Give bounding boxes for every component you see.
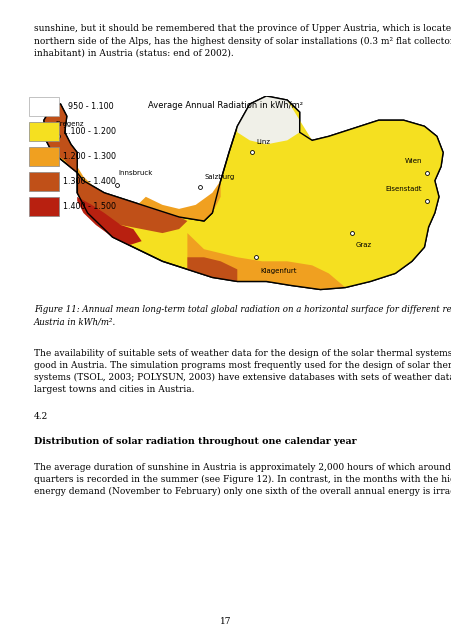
- FancyBboxPatch shape: [29, 172, 59, 191]
- Text: Klagenfurt: Klagenfurt: [260, 268, 296, 275]
- Text: The average duration of sunshine in Austria is approximately 2,000 hours of whic: The average duration of sunshine in Aust…: [34, 463, 451, 497]
- Text: Distribution of solar radiation throughout one calendar year: Distribution of solar radiation througho…: [34, 437, 356, 446]
- Text: sunshine, but it should be remembered that the province of Upper Austria, which : sunshine, but it should be remembered th…: [34, 24, 451, 58]
- Text: Bregenz: Bregenz: [55, 121, 84, 127]
- FancyBboxPatch shape: [29, 147, 59, 166]
- Text: Figure 11: Annual mean long-term total global radiation on a horizontal surface : Figure 11: Annual mean long-term total g…: [34, 305, 451, 326]
- Text: The availability of suitable sets of weather data for the design of the solar th: The availability of suitable sets of wea…: [34, 349, 451, 394]
- Polygon shape: [44, 96, 442, 289]
- Polygon shape: [187, 257, 237, 282]
- Text: 1.300 - 1.400: 1.300 - 1.400: [63, 177, 116, 186]
- Text: 1.400 - 1.500: 1.400 - 1.500: [63, 202, 116, 211]
- Polygon shape: [286, 100, 442, 289]
- FancyBboxPatch shape: [29, 197, 59, 216]
- Text: 950 - 1.100: 950 - 1.100: [63, 102, 114, 111]
- Text: 4.2: 4.2: [34, 412, 48, 420]
- Text: Linz: Linz: [255, 140, 269, 145]
- Polygon shape: [77, 166, 154, 213]
- Polygon shape: [77, 173, 187, 233]
- FancyBboxPatch shape: [29, 97, 59, 116]
- Text: Salzburg: Salzburg: [203, 173, 234, 180]
- Text: Graz: Graz: [355, 242, 371, 248]
- Text: Wien: Wien: [404, 157, 421, 163]
- Polygon shape: [137, 180, 220, 221]
- Polygon shape: [44, 104, 77, 173]
- Text: Eisenstadt: Eisenstadt: [385, 186, 421, 192]
- Polygon shape: [237, 96, 299, 145]
- Text: 1.200 - 1.300: 1.200 - 1.300: [63, 152, 116, 161]
- FancyBboxPatch shape: [29, 122, 59, 141]
- Text: Average Annual Radiation in kWh/m²: Average Annual Radiation in kWh/m²: [147, 101, 302, 110]
- Text: 1.100 - 1.200: 1.100 - 1.200: [63, 127, 116, 136]
- Text: Innsbruck: Innsbruck: [119, 170, 153, 175]
- Text: 17: 17: [220, 617, 231, 626]
- Polygon shape: [77, 196, 141, 245]
- Polygon shape: [187, 233, 345, 289]
